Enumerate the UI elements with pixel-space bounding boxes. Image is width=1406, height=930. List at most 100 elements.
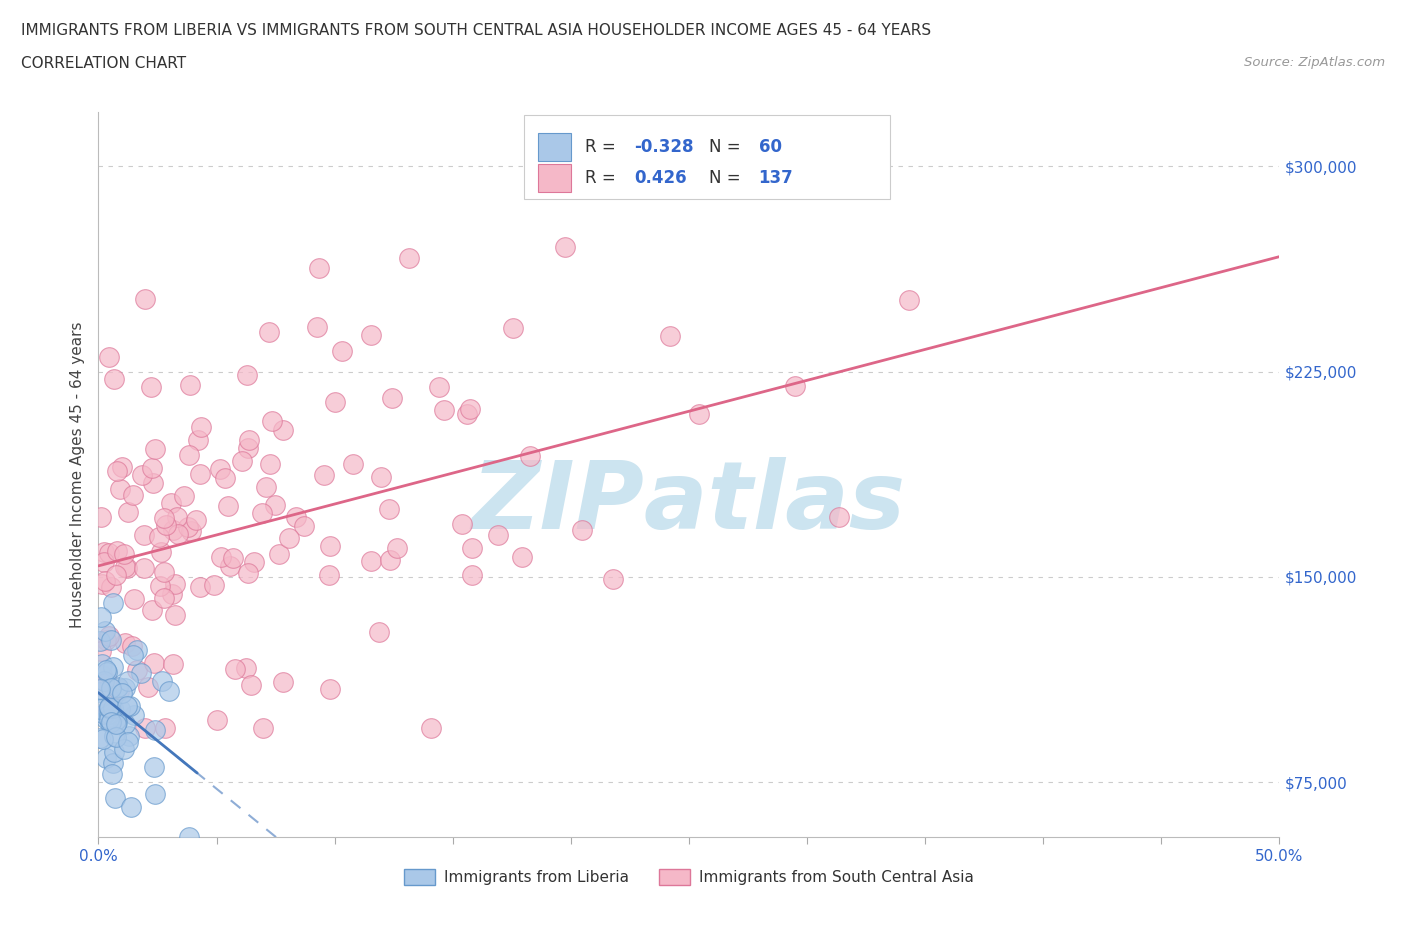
Point (398, 250, 420, 265)
Point (100, 715, 122, 730)
Point (111, 686, 134, 701)
Point (153, 591, 176, 605)
Point (332, 344, 354, 359)
Point (115, 698, 138, 713)
Point (187, 433, 209, 448)
Point (94, 711, 117, 726)
Point (360, 328, 382, 343)
Point (240, 678, 263, 693)
Point (139, 379, 162, 394)
Point (243, 555, 266, 570)
Point (162, 586, 184, 601)
Text: IMMIGRANTS FROM LIBERIA VS IMMIGRANTS FROM SOUTH CENTRAL ASIA HOUSEHOLDER INCOME: IMMIGRANTS FROM LIBERIA VS IMMIGRANTS FR… (21, 23, 931, 38)
Point (222, 551, 245, 565)
Point (97, 700, 120, 715)
Point (105, 464, 128, 479)
Point (122, 591, 145, 606)
Point (236, 441, 259, 456)
Point (456, 406, 478, 421)
Point (105, 543, 128, 558)
Point (269, 546, 291, 561)
Point (252, 506, 274, 521)
Point (167, 527, 190, 542)
Point (89, 730, 111, 745)
Point (143, 442, 166, 457)
Point (284, 510, 307, 525)
Text: R =: R = (585, 138, 621, 156)
Point (360, 553, 382, 568)
Point (292, 519, 315, 534)
Point (103, 659, 125, 674)
Point (104, 707, 127, 722)
Legend: Immigrants from Liberia, Immigrants from South Central Asia: Immigrants from Liberia, Immigrants from… (398, 863, 980, 891)
Point (177, 830, 200, 844)
Point (150, 674, 173, 689)
Point (117, 735, 139, 750)
Point (118, 729, 141, 744)
FancyBboxPatch shape (523, 115, 890, 199)
FancyBboxPatch shape (537, 133, 571, 161)
Point (94, 573, 117, 588)
Point (103, 745, 125, 760)
Point (100, 766, 122, 781)
Point (209, 550, 232, 565)
Point (342, 457, 364, 472)
Point (177, 447, 200, 462)
Point (378, 502, 401, 517)
Point (108, 702, 131, 717)
Point (114, 560, 136, 575)
Point (120, 698, 142, 713)
Point (96, 664, 118, 679)
Point (231, 454, 253, 469)
Point (305, 320, 328, 335)
Point (385, 540, 408, 555)
Point (131, 467, 153, 482)
Point (93, 545, 115, 560)
Point (121, 638, 143, 653)
Point (104, 568, 127, 583)
Point (121, 488, 143, 503)
Point (93, 673, 115, 688)
Point (125, 643, 148, 658)
Point (188, 467, 211, 482)
Point (420, 720, 443, 735)
Point (238, 565, 260, 580)
Point (202, 578, 225, 592)
Point (166, 510, 188, 525)
Point (107, 684, 129, 698)
Point (89, 702, 111, 717)
Point (89, 684, 111, 699)
Point (90, 657, 112, 671)
Point (502, 321, 524, 336)
Point (96, 751, 118, 765)
Point (93, 679, 115, 694)
Point (519, 448, 541, 463)
Point (173, 488, 195, 503)
Point (104, 717, 127, 732)
Point (318, 567, 340, 582)
Point (131, 665, 153, 680)
Point (143, 759, 166, 774)
Point (143, 656, 166, 671)
Point (319, 538, 342, 553)
Point (100, 681, 122, 696)
Point (155, 517, 177, 532)
Point (159, 496, 181, 511)
Point (217, 498, 239, 513)
Point (188, 579, 211, 594)
Point (114, 716, 136, 731)
Point (153, 720, 176, 735)
Point (98, 545, 121, 560)
Point (381, 391, 404, 405)
Point (461, 540, 484, 555)
Point (98, 711, 121, 726)
Text: Source: ZipAtlas.com: Source: ZipAtlas.com (1244, 56, 1385, 69)
Point (259, 456, 281, 471)
Point (105, 681, 128, 696)
Point (98, 700, 121, 715)
Point (433, 403, 456, 418)
Point (209, 462, 232, 477)
Point (98, 715, 121, 730)
Point (157, 684, 180, 698)
Point (207, 712, 229, 727)
